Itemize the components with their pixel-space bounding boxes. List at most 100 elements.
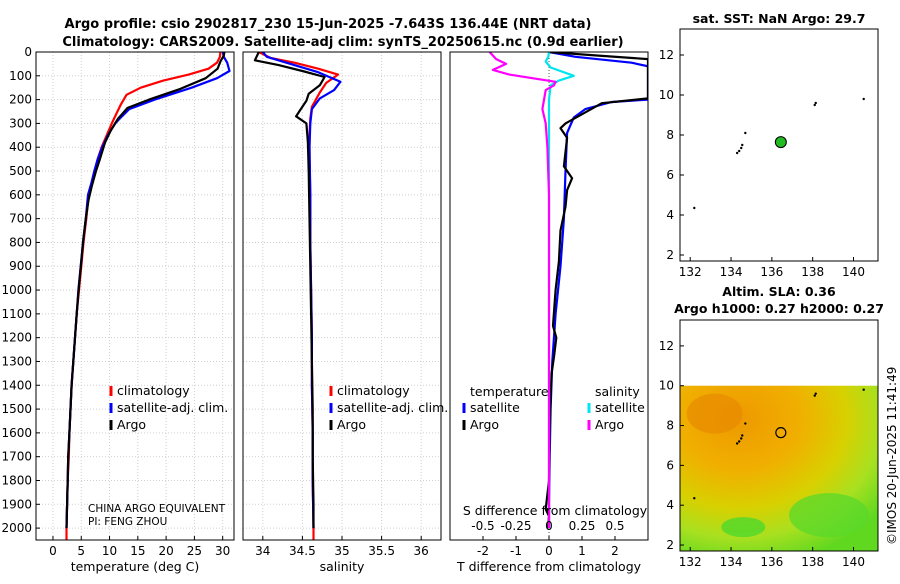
coast-point: [737, 149, 741, 153]
difference-series-argo-s-: [488, 52, 557, 529]
temperature-ytick-label: 1200: [1, 331, 32, 345]
temperature-ytick-label: 1700: [1, 450, 32, 464]
coast-point: [744, 422, 747, 425]
salinity-legend-label: climatology: [337, 383, 410, 398]
coast-point: [737, 440, 741, 443]
sst_map-ytick-label: 6: [666, 168, 674, 182]
sla_map-ytick-label: 2: [666, 538, 674, 552]
sst_map-ytick-label: 4: [666, 208, 674, 222]
temperature-ytick-label: 1300: [1, 354, 32, 368]
sla-map-title-2: Argo h1000: 0.27 h2000: 0.27: [674, 301, 884, 316]
salinity-legend-label: satellite-adj. clim.: [337, 400, 448, 415]
diff-legend-header-salinity: salinity: [595, 384, 640, 399]
temperature-ytick-label: 1000: [1, 283, 32, 297]
salinity-series-climatology: [258, 52, 340, 540]
diff-legend-label: Argo: [470, 417, 499, 432]
sst_map-ytick-label: 10: [659, 88, 674, 102]
sla_map-frame: [679, 319, 879, 552]
temperature-ytick-label: 0: [24, 45, 32, 59]
sst-map-title: sat. SST: NaN Argo: 29.7: [693, 11, 866, 26]
timestamp: ©IMOS 20-Jun-2025 11:41:49: [885, 367, 899, 545]
coast-point: [813, 103, 816, 107]
difference-panel: -2 -1 0 1 2T difference from climatology -0.5…: [449, 51, 649, 574]
sla_map-xtick-label: 138: [801, 555, 824, 569]
diff-legend-label: satellite: [595, 400, 645, 415]
coast-point: [862, 388, 865, 391]
sla-map-title-1: Altim. SLA: 0.36: [722, 284, 836, 299]
diff-legend-header-temperature: temperature: [470, 384, 549, 399]
temperature-ytick-label: 1100: [1, 307, 32, 321]
argo-location-marker: [775, 427, 787, 439]
temperature-xlabel: temperature (deg C): [71, 559, 200, 574]
sst_map-xtick-label: 136: [760, 265, 783, 279]
sst_map-ytick-label: 8: [666, 128, 674, 142]
salinity-xtick-label: 36: [414, 544, 429, 558]
coast-point: [693, 206, 696, 210]
temperature-ytick-label: 400: [9, 140, 32, 154]
temperature-ytick-label: 1500: [1, 402, 32, 416]
temperature-ytick-label: 900: [9, 259, 32, 273]
coast-point: [814, 392, 817, 395]
sla_map-ytick-label: 12: [659, 339, 674, 353]
salinity-xtick-label: 34.5: [289, 544, 316, 558]
coast-point: [735, 442, 739, 445]
temperature-legend-label: Argo: [117, 417, 146, 432]
temperature-xtick-label: 5: [77, 544, 85, 558]
temperature-legend-label: satellite-adj. clim.: [117, 400, 228, 415]
temperature-ytick-label: 1900: [1, 497, 32, 511]
temperature-legend-label: climatology: [117, 383, 190, 398]
salinity-series-satellite-adj-clim-: [261, 52, 342, 529]
top-xtick-label: 0: [545, 519, 553, 533]
coast-point: [813, 394, 816, 397]
temperature-series-argo: [65, 52, 226, 529]
difference-xtick-label: -1: [510, 544, 522, 558]
salinity-xtick-label: 35: [334, 544, 349, 558]
title-line-2: Climatology: CARS2009. Satellite-adj cli…: [62, 35, 623, 50]
salinity-xlabel: salinity: [320, 559, 365, 574]
temperature-ytick-label: 200: [9, 93, 32, 107]
sst_map-xtick-label: 132: [679, 265, 702, 279]
difference-xtick-label: 1: [578, 544, 586, 558]
credit-line-1: CHINA ARGO EQUIVALENT: [88, 503, 226, 515]
argo-location-marker: [774, 136, 787, 149]
temperature-xtick-label: 30: [215, 544, 230, 558]
sla_map-xtick-label: 140: [842, 555, 865, 569]
coast-point: [740, 146, 743, 150]
difference-xtick-label: -2: [477, 544, 489, 558]
sst_map-xtick-label: 138: [801, 265, 824, 279]
sla-low-patch: [721, 517, 766, 538]
sst_map-ytick-label: 12: [659, 48, 674, 62]
diff-legend-label: Argo: [595, 417, 624, 432]
salinity-legend-label: Argo: [337, 417, 366, 432]
coast-point: [740, 437, 743, 440]
top-xtick-label: -0.5: [471, 519, 494, 533]
sst_map-xtick-label: 140: [842, 265, 865, 279]
difference-xtick-label: 0: [545, 544, 553, 558]
temperature-series-climatology: [65, 52, 222, 540]
temperature-frame: [35, 51, 235, 541]
temperature-ytick-label: 500: [9, 164, 32, 178]
salinity-xtick-label: 35.5: [368, 544, 395, 558]
top-xtick-label: -0.25: [500, 519, 531, 533]
difference-xtick-label: 2: [611, 544, 619, 558]
salinity-xtick-label: 34: [255, 544, 270, 558]
sla_map-ytick-label: 6: [666, 458, 674, 472]
salinity-panel: 34 34.5 35 35.5 36 salinity climatology satelli…: [242, 51, 448, 574]
temperature-xtick-label: 10: [102, 544, 117, 558]
temperature-ytick-label: 1400: [1, 378, 32, 392]
temperature-xtick-label: 20: [158, 544, 173, 558]
difference-series-argo-t-: [544, 52, 648, 529]
sla-high-patch: [686, 393, 743, 434]
top-xtick-label: 0.25: [569, 519, 596, 533]
sst_map-ytick-label: 2: [666, 248, 674, 262]
temperature-ytick-label: 300: [9, 116, 32, 130]
difference-xlabel: T difference from climatology: [456, 559, 642, 574]
sla_map-ytick-label: 10: [659, 379, 674, 393]
temperature-ytick-label: 100: [9, 69, 32, 83]
sla_map-xtick-label: 132: [679, 555, 702, 569]
temperature-ytick-label: 1800: [1, 473, 32, 487]
sst_map-frame: [679, 28, 879, 262]
coast-point: [744, 131, 747, 135]
sla_map-xtick-label: 136: [760, 555, 783, 569]
